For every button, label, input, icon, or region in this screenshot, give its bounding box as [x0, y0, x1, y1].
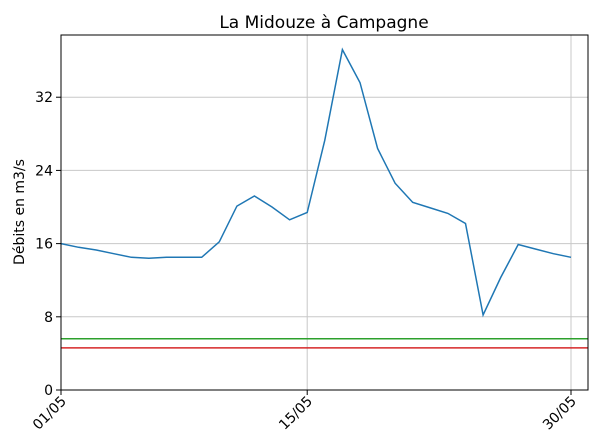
y-tick-label: 0	[44, 383, 53, 399]
y-tick-label: 32	[35, 90, 53, 106]
y-tick-label: 16	[35, 237, 53, 253]
x-tick-label: 30/05	[540, 394, 580, 434]
x-tick-label: 01/05	[30, 394, 70, 434]
x-tick-label: 15/05	[276, 394, 316, 434]
y-tick-label: 8	[44, 310, 53, 326]
chart-title: La Midouze à Campagne	[219, 13, 428, 33]
plot-frame	[60, 34, 589, 391]
data-line	[60, 47, 572, 318]
y-axis-label: Débits en m3/s	[12, 159, 28, 265]
y-tick-label: 24	[35, 163, 53, 179]
